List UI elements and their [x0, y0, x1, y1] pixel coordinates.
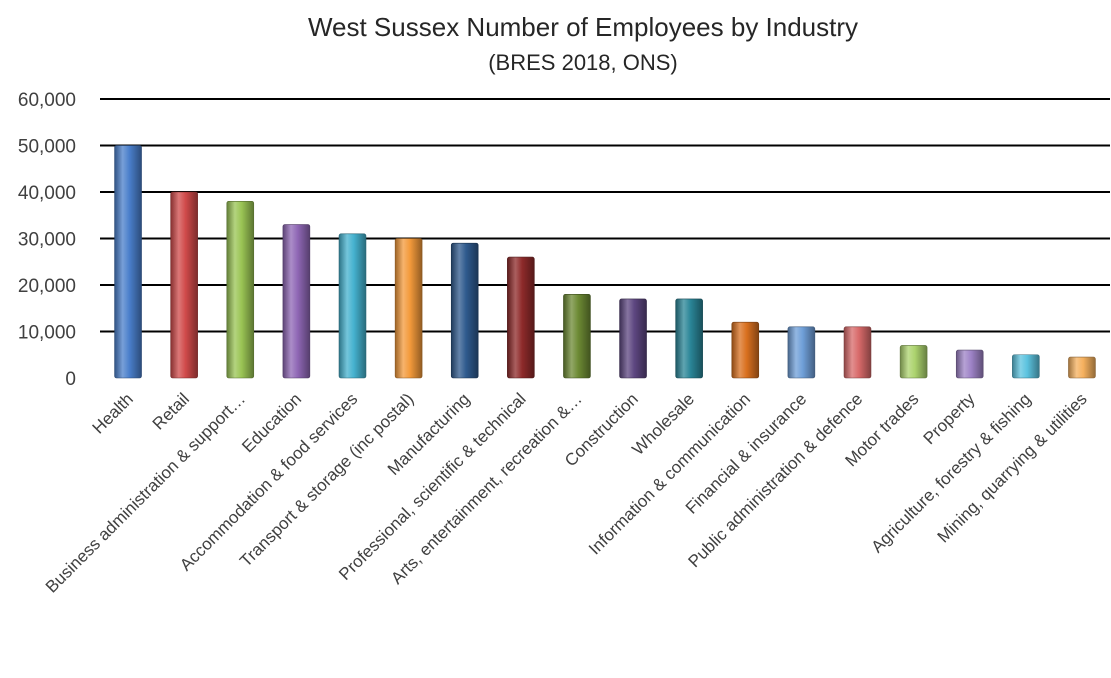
y-tick-label: 10,000 [18, 323, 76, 344]
bar [619, 298, 647, 379]
y-tick-label: 0 [65, 369, 76, 390]
bar [899, 345, 928, 379]
chart-subtitle: (BRES 2018, ONS) [488, 50, 678, 75]
y-tick-label: 20,000 [18, 276, 76, 297]
bar [563, 293, 591, 379]
bar [955, 349, 984, 379]
y-tick-label: 40,000 [18, 183, 76, 204]
gridlines [100, 98, 1110, 333]
x-category-label: Health [89, 389, 137, 437]
bar [507, 256, 535, 379]
chart-title: West Sussex Number of Employees by Indus… [307, 12, 859, 42]
y-tick-label: 50,000 [18, 137, 76, 158]
bar [338, 233, 367, 379]
y-axis-ticks: 0 10,000 20,000 30,000 40,000 50,000 60,000 [18, 90, 76, 390]
bar [731, 321, 760, 379]
x-category-label: Business administration & support… [42, 389, 249, 596]
bar [282, 224, 311, 379]
bar [787, 326, 816, 379]
bar [843, 326, 872, 379]
x-category-label: Retail [149, 389, 193, 433]
bar [1068, 356, 1096, 379]
bar [675, 298, 703, 379]
bar [1012, 354, 1040, 379]
bar [394, 238, 423, 379]
bars [114, 145, 1096, 379]
bar [114, 145, 142, 379]
y-tick-label: 60,000 [18, 90, 76, 111]
y-tick-label: 30,000 [18, 230, 76, 251]
bar [226, 201, 255, 379]
bar [450, 242, 479, 379]
bar [170, 191, 198, 379]
